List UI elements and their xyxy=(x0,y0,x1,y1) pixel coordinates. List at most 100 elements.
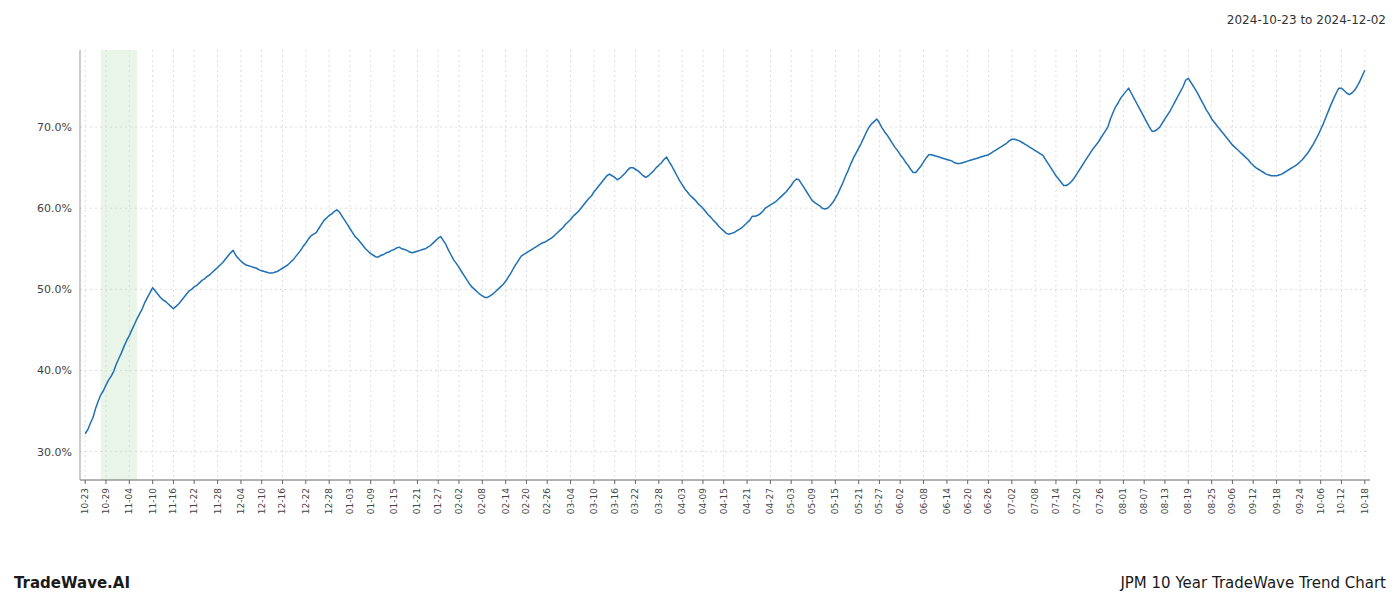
x-grid-line xyxy=(458,50,459,480)
x-grid-line xyxy=(194,50,195,480)
x-grid-line xyxy=(1364,50,1365,480)
x-tick xyxy=(1144,480,1145,484)
title: JPM 10 Year TradeWave Trend Chart xyxy=(1119,574,1386,592)
y-tick-label: 50.0% xyxy=(37,283,72,296)
x-tick-label: 12-16 xyxy=(277,488,287,514)
x-tick-label: 10-06 xyxy=(1316,488,1326,514)
x-grid-line xyxy=(791,50,792,480)
y-grid-line xyxy=(80,208,1370,209)
y-tick-label: 30.0% xyxy=(37,446,72,459)
x-grid-line xyxy=(923,50,924,480)
x-tick-label: 10-23 xyxy=(80,488,90,514)
y-tick-label: 60.0% xyxy=(37,202,72,215)
x-tick xyxy=(438,480,439,484)
x-tick-label: 08-01 xyxy=(1118,488,1128,514)
x-tick xyxy=(923,480,924,484)
x-grid-line xyxy=(482,50,483,480)
x-tick xyxy=(261,480,262,484)
x-tick xyxy=(482,480,483,484)
x-tick xyxy=(194,480,195,484)
x-tick xyxy=(129,480,130,484)
x-tick-label: 01-03 xyxy=(345,488,355,514)
x-tick xyxy=(458,480,459,484)
x-tick xyxy=(1055,480,1056,484)
x-tick xyxy=(682,480,683,484)
x-tick xyxy=(1276,480,1277,484)
y-grid-line xyxy=(80,451,1370,452)
subtitle: 2024-10-23 to 2024-12-02 xyxy=(1227,13,1386,27)
x-grid-line xyxy=(614,50,615,480)
x-tick xyxy=(173,480,174,484)
x-tick-label: 09-12 xyxy=(1248,488,1258,514)
x-tick xyxy=(394,480,395,484)
x-tick-label: 08-13 xyxy=(1160,488,1170,514)
x-tick xyxy=(770,480,771,484)
x-tick-label: 12-22 xyxy=(301,488,311,514)
x-tick xyxy=(1076,480,1077,484)
x-tick xyxy=(526,480,527,484)
x-grid-line xyxy=(1035,50,1036,480)
x-tick-label: 01-15 xyxy=(389,488,399,514)
x-tick-label: 12-04 xyxy=(236,488,246,514)
x-grid-line xyxy=(946,50,947,480)
x-tick-label: 04-21 xyxy=(742,488,752,514)
plot-data xyxy=(85,50,1365,480)
x-tick-label: 11-04 xyxy=(124,488,134,514)
x-grid-line xyxy=(702,50,703,480)
x-tick xyxy=(417,480,418,484)
x-grid-line xyxy=(282,50,283,480)
x-tick-label: 07-08 xyxy=(1030,488,1040,514)
x-grid-line xyxy=(1164,50,1165,480)
x-grid-line xyxy=(811,50,812,480)
x-grid-line xyxy=(173,50,174,480)
x-grid-line xyxy=(261,50,262,480)
x-tick xyxy=(1123,480,1124,484)
x-tick xyxy=(1100,480,1101,484)
x-tick xyxy=(240,480,241,484)
x-tick xyxy=(593,480,594,484)
x-tick xyxy=(370,480,371,484)
x-grid-line xyxy=(747,50,748,480)
y-tick-label: 40.0% xyxy=(37,364,72,377)
x-tick-label: 09-18 xyxy=(1272,488,1282,514)
x-grid-line xyxy=(1320,50,1321,480)
x-tick-label: 02-20 xyxy=(521,488,531,514)
x-tick-label: 04-27 xyxy=(765,488,775,514)
x-grid-line xyxy=(1253,50,1254,480)
x-tick xyxy=(547,480,548,484)
x-tick-label: 11-28 xyxy=(213,488,223,514)
x-grid-line xyxy=(835,50,836,480)
x-tick xyxy=(329,480,330,484)
x-tick xyxy=(988,480,989,484)
x-tick xyxy=(858,480,859,484)
x-grid-line xyxy=(635,50,636,480)
x-grid-line xyxy=(967,50,968,480)
x-tick xyxy=(1253,480,1254,484)
x-tick-label: 06-14 xyxy=(942,488,952,514)
x-tick-label: 10-29 xyxy=(101,488,111,514)
x-tick-label: 11-10 xyxy=(148,488,158,514)
x-tick-label: 08-19 xyxy=(1183,488,1193,514)
x-tick-label: 02-26 xyxy=(542,488,552,514)
x-tick-label: 12-10 xyxy=(257,488,267,514)
x-tick-label: 05-27 xyxy=(874,488,884,514)
shaded-region xyxy=(101,50,137,480)
x-tick-label: 01-21 xyxy=(412,488,422,514)
x-grid-line xyxy=(349,50,350,480)
x-tick xyxy=(747,480,748,484)
x-tick xyxy=(217,480,218,484)
x-grid-line xyxy=(1232,50,1233,480)
x-tick xyxy=(791,480,792,484)
x-grid-line xyxy=(570,50,571,480)
x-tick-label: 02-14 xyxy=(501,488,511,514)
x-tick-label: 06-26 xyxy=(983,488,993,514)
x-tick xyxy=(1320,480,1321,484)
x-grid-line xyxy=(1341,50,1342,480)
x-tick-label: 06-20 xyxy=(963,488,973,514)
x-tick xyxy=(1011,480,1012,484)
x-grid-line xyxy=(217,50,218,480)
x-grid-line xyxy=(658,50,659,480)
x-tick xyxy=(702,480,703,484)
x-tick-label: 01-27 xyxy=(433,488,443,514)
x-tick-label: 11-16 xyxy=(168,488,178,514)
